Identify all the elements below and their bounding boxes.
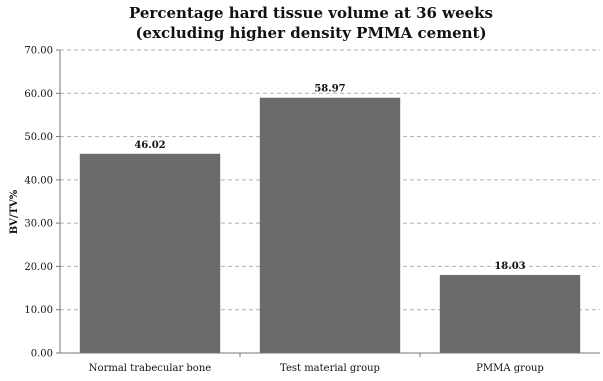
y-tick-label: 70.00: [24, 46, 53, 57]
y-tick-label: 0.00: [31, 349, 53, 360]
data-label: 58.97: [314, 84, 345, 95]
y-tick-label: 60.00: [24, 89, 53, 100]
chart-title-line-1: Percentage hard tissue volume at 36 week…: [129, 4, 493, 22]
bar: [259, 97, 401, 353]
y-tick-label: 50.00: [24, 132, 53, 143]
x-tick-label: PMMA group: [476, 363, 544, 374]
chart-title-line-2: (excluding higher density PMMA cement): [135, 24, 486, 42]
bars: 46.02 58.97 18.03: [79, 84, 581, 353]
y-tick-label: 20.00: [24, 262, 53, 273]
y-axis-label: BV/TV%: [9, 189, 20, 234]
y-tick-label: 40.00: [24, 175, 53, 186]
data-label: 18.03: [494, 261, 525, 272]
bar: [439, 274, 581, 353]
x-tick-label: Test material group: [280, 363, 380, 374]
y-tick-label: 30.00: [24, 219, 53, 230]
axes: 0.00 10.00 20.00 30.00 40.00 50.00 60.00 70.00 N…: [24, 46, 600, 374]
x-tick-label: Normal trabecular bone: [89, 363, 211, 374]
y-tick-label: 10.00: [24, 305, 53, 316]
data-label: 46.02: [134, 140, 165, 151]
bar: [79, 153, 221, 353]
